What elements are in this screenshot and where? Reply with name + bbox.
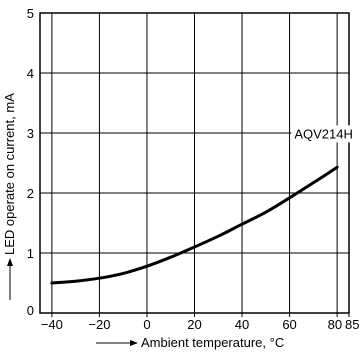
y-tick-label: 0 [27, 303, 34, 318]
y-tick-label: 2 [27, 186, 34, 201]
x-tick-label: −40 [41, 317, 63, 332]
y-axis-ticks: 0 1 2 3 4 5 [27, 6, 34, 318]
grid [40, 13, 349, 313]
x-tick-label: −20 [88, 317, 110, 332]
x-tick-label: 80 [328, 317, 342, 332]
x-axis-ticks: −40 −20 0 20 40 60 80 85 [41, 313, 359, 332]
y-axis-arrowhead [7, 258, 13, 266]
x-tick-label: 0 [143, 317, 150, 332]
annotation-background [291, 125, 360, 143]
series-line-aqv214h [50, 165, 339, 285]
series-layer [50, 165, 339, 285]
x-tick-label: 40 [235, 317, 249, 332]
y-tick-label: 1 [27, 246, 34, 261]
series-label-annotation: AQV214H [294, 126, 353, 141]
annotations: AQV214H [291, 125, 360, 143]
y-tick-label: 5 [27, 6, 34, 21]
y-tick-label: 3 [27, 126, 34, 141]
x-tick-label: 20 [187, 317, 201, 332]
x-tick-label: 60 [282, 317, 296, 332]
x-axis-label: Ambient temperature, °C [141, 335, 284, 350]
y-tick-label: 4 [27, 66, 34, 81]
x-tick-label: 85 [345, 317, 359, 332]
y-axis-label: LED operate on current, mA [2, 93, 17, 255]
x-axis-arrowhead [130, 340, 138, 346]
